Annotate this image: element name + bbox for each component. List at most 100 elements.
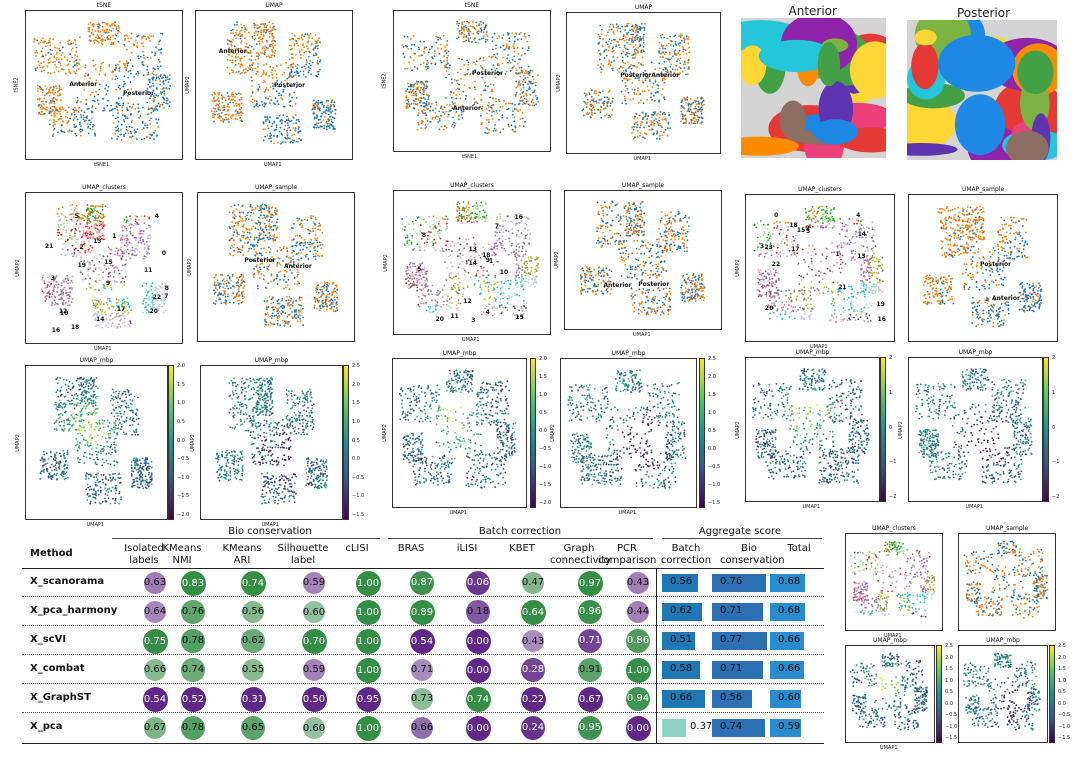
score-circle: 0.66 bbox=[143, 658, 167, 682]
mbp-f-colorbar-tick: −1 bbox=[1052, 459, 1060, 466]
score-circle: 0.86 bbox=[625, 628, 651, 654]
tsne-a-points bbox=[33, 21, 172, 141]
mbp-e-title: UMAP_mbp bbox=[795, 349, 830, 356]
mbp-c-colorbar-tick: −1.0 bbox=[539, 464, 552, 470]
posterior-section bbox=[907, 20, 1057, 160]
sample-c-title: UMAP_sample bbox=[961, 186, 1005, 193]
mbp-d-colorbar-tick: −1.5 bbox=[708, 500, 721, 506]
group-batch-line bbox=[388, 538, 653, 539]
mbp-c-colorbar-tick: −0.5 bbox=[539, 446, 552, 452]
mbp-f-xlabel: UMAP1 bbox=[965, 504, 984, 510]
umap-a-ylabel: UMAP2 bbox=[184, 76, 191, 94]
score-circle: 0.74 bbox=[465, 686, 491, 712]
sample-b-annot: Posterior bbox=[638, 281, 670, 288]
small-mbp-a-colorbar bbox=[936, 645, 942, 743]
score-circle: 1.00 bbox=[625, 657, 651, 683]
mbp-f-colorbar-tick: 0 bbox=[1052, 424, 1056, 431]
clusters-a-cluster-label: 12 bbox=[58, 307, 68, 315]
aggregate-bar bbox=[770, 719, 801, 737]
group-aggregate-line bbox=[662, 538, 822, 539]
mbp-a-colorbar-tick: −0.5 bbox=[177, 456, 190, 463]
clusters-c-cluster-label: 19 bbox=[876, 301, 885, 309]
small-mbp-b-colorbar-tick: 1.0 bbox=[1058, 677, 1066, 684]
row-divider bbox=[22, 654, 824, 655]
small-mbp-b-colorbar-tick: 2.5 bbox=[1058, 643, 1066, 649]
clusters-c-xlabel: UMAP1 bbox=[810, 344, 828, 350]
mbp-d-colorbar-tick: 0.0 bbox=[708, 446, 716, 452]
anterior-title: Anterior bbox=[788, 4, 837, 18]
tsne-a-xlabel: tSNE1 bbox=[94, 162, 110, 168]
mbp-e-ylabel: UMAP2 bbox=[734, 420, 741, 439]
small-mbp-b-points bbox=[963, 652, 1041, 731]
mbp-a-colorbar-tick: 1.0 bbox=[177, 400, 185, 407]
small-mbp-b-colorbar-tick: 1.5 bbox=[1058, 666, 1066, 672]
clusters-b-cluster-label: 7 bbox=[494, 223, 500, 231]
score-circle: 0.76 bbox=[181, 600, 205, 624]
sample-b-xlabel: UMAP1 bbox=[633, 332, 651, 338]
score-circle: 0.60 bbox=[303, 717, 325, 739]
aggregate-value: 0.56 bbox=[670, 576, 693, 587]
column-header: Batch correction bbox=[660, 543, 712, 566]
tsne-b-title: tSNE bbox=[464, 2, 480, 9]
mbp-c-title: UMAP_mbp bbox=[442, 350, 477, 357]
mbp-f-frame bbox=[908, 357, 1043, 502]
clusters-c-cluster-label: 20 bbox=[764, 304, 774, 312]
column-header: Isolated labels bbox=[124, 543, 164, 566]
clusters-a-cluster-label: 15 bbox=[104, 258, 113, 266]
clusters-c-cluster-label: 18 bbox=[789, 221, 798, 229]
clusters-b-cluster-label: 15 bbox=[515, 313, 524, 321]
clusters-a-cluster-label: 11 bbox=[143, 266, 153, 274]
small-mbp-b-colorbar-tick: −1.0 bbox=[1058, 723, 1071, 730]
score-circle: 0.18 bbox=[466, 600, 490, 624]
clusters-a-cluster-label: 4 bbox=[154, 212, 160, 220]
score-circle: 0.66 bbox=[410, 716, 434, 740]
row-divider bbox=[22, 683, 824, 684]
score-circle: 0.00 bbox=[465, 628, 491, 654]
clusters-a-cluster-label: 3 bbox=[50, 275, 55, 283]
mbp-b-colorbar-tick: 0.5 bbox=[352, 437, 360, 444]
umap-a-annot: Posterior bbox=[274, 82, 306, 89]
row-divider bbox=[22, 596, 824, 597]
aggregate-bar bbox=[770, 690, 802, 708]
method-name: X_pca bbox=[30, 721, 63, 732]
mbp-d-frame bbox=[560, 358, 697, 508]
tsne-a-title: tSNE bbox=[96, 2, 112, 9]
score-circle: 0.71 bbox=[411, 658, 433, 682]
score-circle: 0.60 bbox=[303, 601, 325, 623]
aggregate-value: 0.66 bbox=[670, 692, 693, 703]
method-name: X_scanorama bbox=[30, 576, 105, 587]
small-mbp-b-colorbar bbox=[1049, 645, 1055, 743]
column-header: KBET bbox=[509, 543, 535, 554]
sample-a-title: UMAP_sample bbox=[254, 184, 298, 191]
column-header: PCR comparison bbox=[598, 543, 657, 566]
clusters-a-cluster-label: 10 bbox=[59, 309, 69, 317]
posterior-title: Posterior bbox=[957, 6, 1011, 20]
table-bottom-rule bbox=[22, 743, 824, 744]
mbp-b-title: UMAP_mbp bbox=[254, 357, 289, 364]
aggregate-value: 0.56 bbox=[720, 692, 743, 703]
sample-a-frame bbox=[197, 192, 355, 342]
aggregate-value: 0.66 bbox=[778, 634, 801, 645]
clusters-c-cluster-label: 3 bbox=[760, 243, 765, 251]
umap-b-points bbox=[581, 22, 705, 140]
clusters-c-cluster-label: 17 bbox=[791, 245, 800, 253]
clusters-a-cluster-label: 13 bbox=[93, 238, 102, 246]
sample-b-points bbox=[579, 200, 706, 316]
clusters-b-cluster-label: 18 bbox=[482, 252, 491, 260]
clusters-c-cluster-label: 15 bbox=[796, 227, 806, 235]
tsne-a-annot: Anterior bbox=[69, 80, 98, 88]
score-circle: 0.87 bbox=[409, 570, 435, 596]
aggregate-bar bbox=[662, 603, 703, 621]
mbp-f-points bbox=[914, 367, 1033, 484]
aggregate-bar bbox=[712, 661, 763, 679]
aggregate-bar bbox=[662, 632, 696, 650]
mbp-d-colorbar-tick: 0.5 bbox=[708, 428, 716, 434]
aggregate-bar bbox=[662, 661, 700, 679]
tsne-b-xlabel: tSNE1 bbox=[462, 154, 478, 160]
group-bio-line bbox=[112, 538, 380, 539]
umap-a-title: UMAP bbox=[265, 2, 283, 9]
small-mbp-a-colorbar-tick: −0.5 bbox=[945, 712, 958, 718]
mbp-e-colorbar-tick: −2 bbox=[889, 494, 897, 500]
mbp-b-colorbar-tick: −1.0 bbox=[352, 493, 365, 500]
column-header: cLISI bbox=[345, 543, 369, 554]
